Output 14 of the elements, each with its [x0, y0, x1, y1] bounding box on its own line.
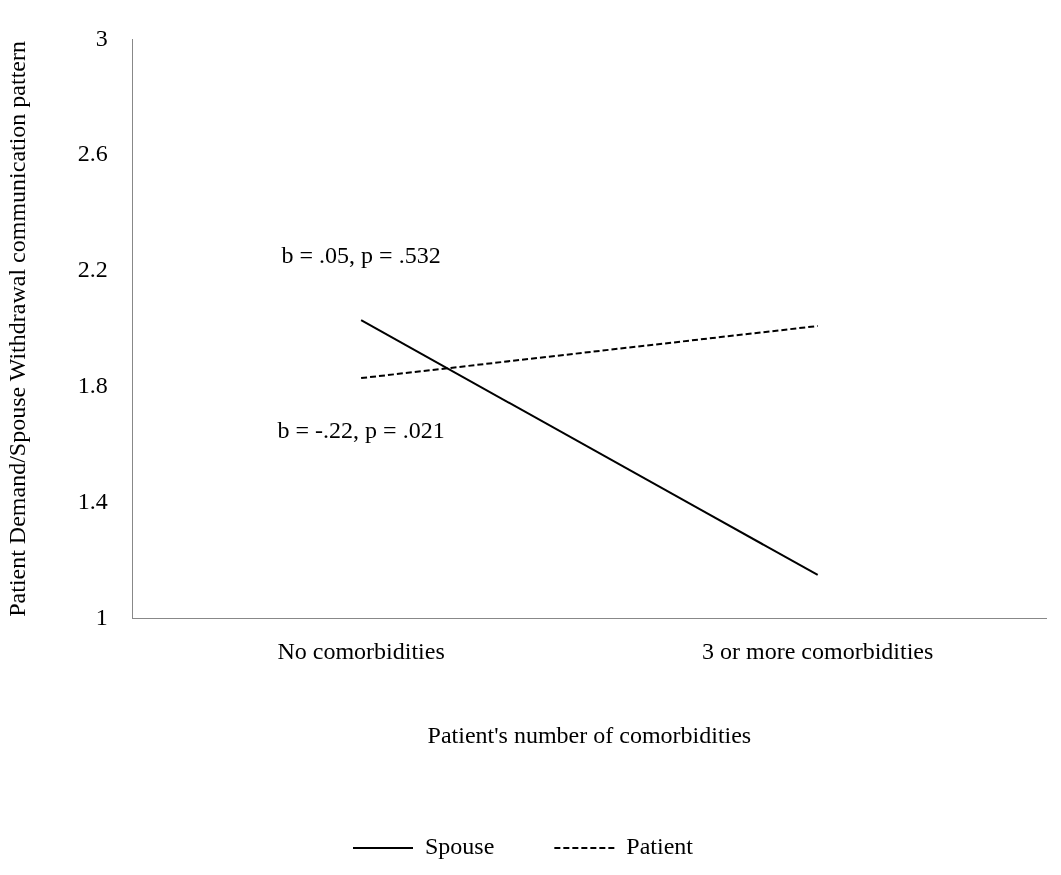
legend-label: Spouse: [425, 833, 495, 860]
y-tick-label: 2.6: [77, 140, 108, 167]
y-tick-label: 2.2: [77, 256, 108, 283]
y-tick-label: 1: [95, 603, 108, 630]
y-tick-label: 1.4: [77, 487, 108, 514]
y-axis-title: Patient Demand/Spouse Withdrawal communication pattern: [3, 41, 30, 617]
x-tick-label: 3 or more comorbidities: [702, 638, 934, 665]
y-tick-label: 3: [95, 24, 108, 51]
x-tick-label: No comorbidities: [277, 638, 445, 665]
legend-label: Patient: [626, 833, 694, 860]
y-tick-label: 1.8: [77, 372, 108, 399]
annotation: b = -.22, p = .021: [277, 417, 445, 444]
x-axis-title: Patient's number of comorbidities: [427, 721, 752, 748]
annotation: b = .05, p = .532: [281, 242, 441, 269]
